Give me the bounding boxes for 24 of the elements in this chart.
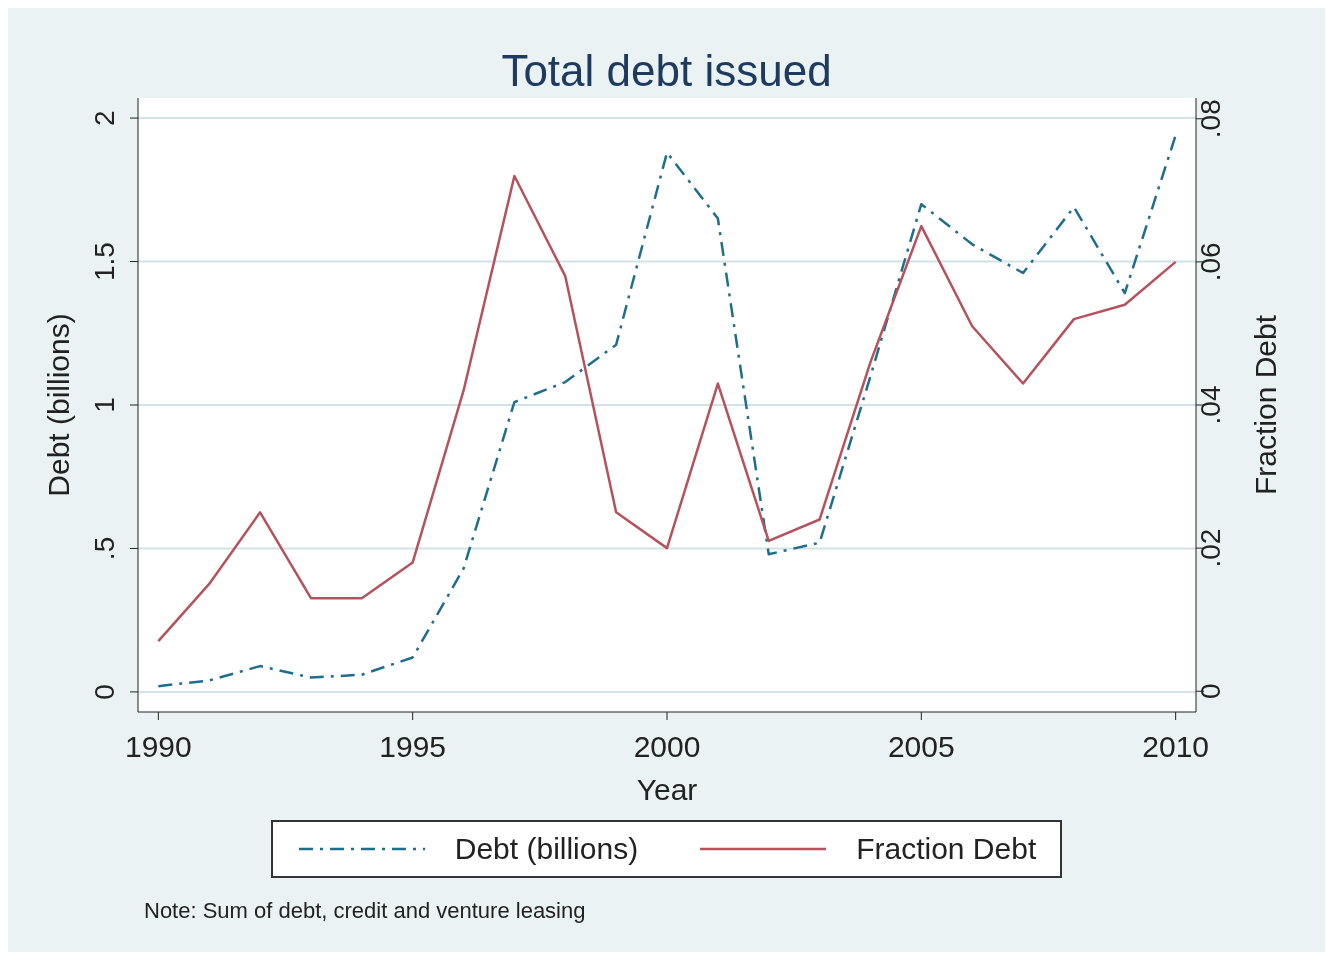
legend-label: Debt (billions) [454,832,639,866]
y-tick-label: 1 [89,397,120,413]
y-tick-label: 0 [89,684,120,700]
x-tick-label: 1990 [124,730,192,764]
y2-tick-label: .04 [1195,385,1226,425]
y-tick-label: 2 [89,110,120,126]
legend-label: Fraction Debt [856,832,1037,866]
y-tick-label: .5 [89,536,120,561]
x-tick-label: 1995 [379,730,447,764]
line-series [157,134,1177,688]
y-tick-label: 1.5 [89,242,120,282]
x-tick-label: 2005 [887,730,955,764]
x-tick-label: 2000 [633,730,701,764]
y2-axis-title: Fraction Debt [1248,314,1282,496]
x-axis-title: Year [636,773,698,806]
y-axis-title: Debt (billions) [41,313,75,497]
chart-title: Total debt issued [500,46,833,96]
y2-tick-label: .08 [1195,99,1226,139]
y2-tick-label: 0 [1195,683,1226,700]
line-series [157,174,1177,643]
x-tick-label: 2010 [1142,730,1210,764]
text: Note: Sum of debt, credit and venture leasing [144,898,587,924]
y2-tick-label: .02 [1195,528,1226,568]
y2-tick-label: .06 [1195,242,1226,282]
